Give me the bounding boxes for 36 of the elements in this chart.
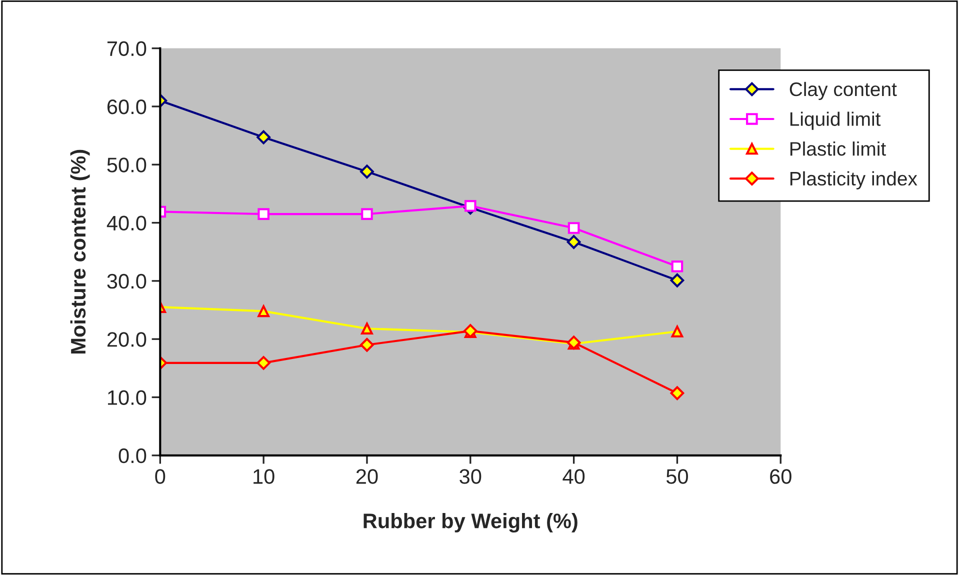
y-tick-label: 30.0 (107, 274, 146, 289)
x-tick-label: 20 (356, 469, 378, 484)
point (360, 338, 374, 352)
x-tick-label: 30 (460, 469, 482, 484)
point (361, 208, 373, 220)
point (670, 386, 684, 400)
y-axis-title: Moisture content (%) (70, 150, 90, 354)
legend-label: Plasticity index (790, 171, 918, 190)
point (258, 208, 270, 220)
point (568, 222, 580, 234)
x-tick-label: 10 (254, 469, 274, 484)
y-tick-label: 70.0 (107, 41, 146, 56)
legend-label: Plastic limit (790, 141, 886, 156)
point (258, 305, 270, 318)
x-tick-label: 50 (666, 469, 688, 484)
y-tick-label: 50.0 (107, 158, 146, 172)
point (671, 260, 684, 272)
y-tick-label: 60.0 (107, 99, 146, 114)
x-tick-label: 40 (562, 469, 585, 484)
point (670, 273, 684, 288)
y-tick-label: 20.0 (107, 332, 146, 347)
y-tick-label: 10.0 (108, 390, 146, 405)
point (360, 164, 374, 179)
x-axis-title: Rubber by Weight (%) (364, 513, 578, 533)
point (256, 130, 271, 144)
point (671, 326, 684, 338)
x-tick-label: 0 (155, 469, 166, 484)
point (256, 356, 271, 370)
y-tick-label: 0.0 (118, 448, 146, 464)
x-tick-label: 60 (770, 469, 792, 484)
point (361, 322, 373, 335)
y-tick-label: 40.0 (106, 216, 146, 231)
point (464, 200, 476, 212)
point (566, 235, 581, 249)
legend-label: Clay content (790, 82, 897, 100)
legend-label: Liquid limit (790, 112, 881, 130)
